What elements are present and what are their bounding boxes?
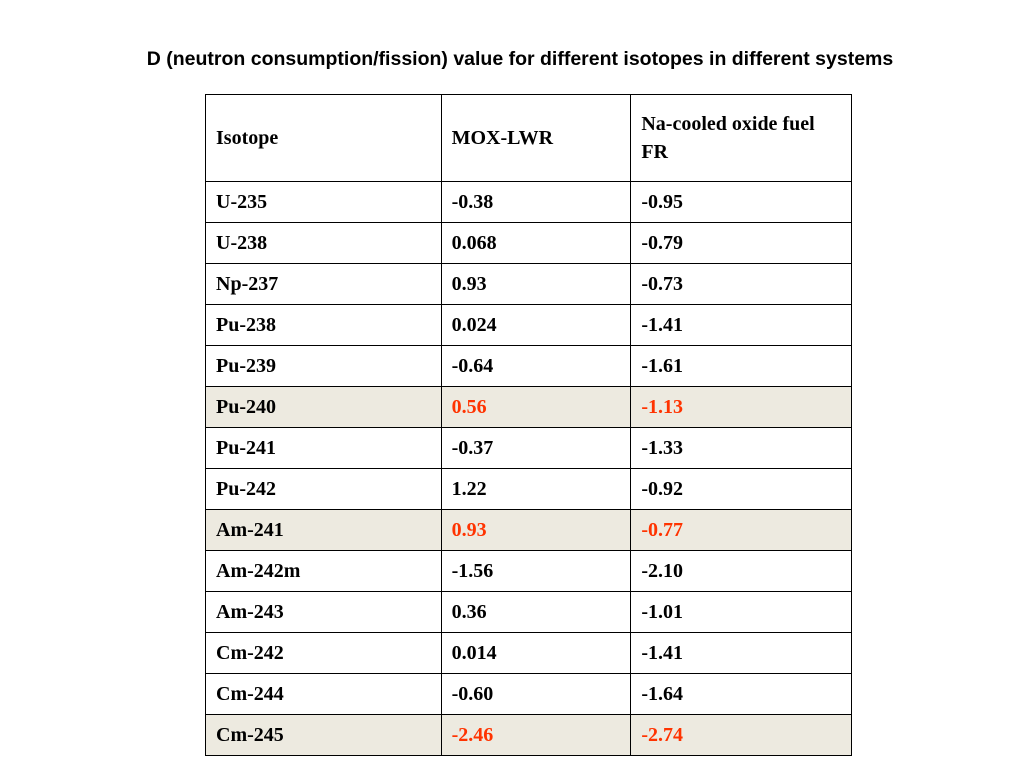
cell-na-fr: -1.64 [630, 673, 852, 715]
table-row: Cm-245 -2.46 -2.74 [205, 714, 852, 756]
cell-na-fr: -1.41 [630, 304, 852, 346]
cell-isotope: Pu-239 [205, 345, 442, 387]
table-row: Pu-241 -0.37 -1.33 [205, 427, 852, 469]
cell-na-fr: -2.74 [630, 714, 852, 756]
cell-mox-lwr: -0.37 [440, 427, 632, 469]
cell-na-fr: -0.73 [630, 263, 852, 305]
table-row: Pu-238 0.024 -1.41 [205, 304, 852, 346]
cell-isotope: Am-243 [205, 591, 442, 633]
cell-mox-lwr: -0.38 [440, 181, 632, 223]
table-row: U-235 -0.38 -0.95 [205, 181, 852, 223]
cell-na-fr: -1.01 [630, 591, 852, 633]
table-row: Am-242m -1.56 -2.10 [205, 550, 852, 592]
cell-isotope: Np-237 [205, 263, 442, 305]
header-na-fr: Na-cooled oxide fuel FR [630, 94, 852, 182]
cell-mox-lwr: 0.36 [440, 591, 632, 633]
cell-isotope: U-235 [205, 181, 442, 223]
cell-isotope: Cm-242 [205, 632, 442, 674]
cell-isotope: Cm-245 [205, 714, 442, 756]
cell-mox-lwr: 0.56 [440, 386, 632, 428]
table-row: Pu-239 -0.64 -1.61 [205, 345, 852, 387]
cell-mox-lwr: 0.068 [440, 222, 632, 264]
cell-mox-lwr: -1.56 [440, 550, 632, 592]
cell-mox-lwr: -2.46 [440, 714, 632, 756]
cell-isotope: Pu-241 [205, 427, 442, 469]
cell-mox-lwr: -0.60 [440, 673, 632, 715]
table-row: Pu-242 1.22 -0.92 [205, 468, 852, 510]
header-isotope: Isotope [205, 94, 442, 182]
cell-na-fr: -0.77 [630, 509, 852, 551]
table-row: U-238 0.068 -0.79 [205, 222, 852, 264]
cell-na-fr: -0.79 [630, 222, 852, 264]
table-row: Np-237 0.93 -0.73 [205, 263, 852, 305]
cell-isotope: Pu-240 [205, 386, 442, 428]
cell-isotope: Am-241 [205, 509, 442, 551]
table-row: Cm-242 0.014 -1.41 [205, 632, 852, 674]
table-row: Am-241 0.93 -0.77 [205, 509, 852, 551]
cell-mox-lwr: 0.024 [440, 304, 632, 346]
page-title: D (neutron consumption/fission) value fo… [146, 48, 894, 70]
header-mox-lwr: MOX-LWR [440, 94, 632, 182]
table-body: U-235 -0.38 -0.95 U-238 0.068 -0.79 Np-237 0.93… [205, 181, 852, 756]
cell-isotope: U-238 [205, 222, 442, 264]
table-header-row: Isotope MOX-LWR Na-cooled oxide fuel FR [205, 94, 852, 182]
cell-na-fr: -1.13 [630, 386, 852, 428]
table-row: Am-243 0.36 -1.01 [205, 591, 852, 633]
cell-isotope: Cm-244 [205, 673, 442, 715]
table-row: Cm-244 -0.60 -1.64 [205, 673, 852, 715]
cell-na-fr: -1.33 [630, 427, 852, 469]
cell-mox-lwr: 0.014 [440, 632, 632, 674]
cell-na-fr: -0.95 [630, 181, 852, 223]
cell-na-fr: -1.61 [630, 345, 852, 387]
cell-mox-lwr: 1.22 [440, 468, 632, 510]
cell-mox-lwr: 0.93 [440, 509, 632, 551]
cell-isotope: Pu-238 [205, 304, 442, 346]
cell-mox-lwr: 0.93 [440, 263, 632, 305]
cell-isotope: Pu-242 [205, 468, 442, 510]
cell-na-fr: -2.10 [630, 550, 852, 592]
cell-isotope: Am-242m [205, 550, 442, 592]
cell-na-fr: -1.41 [630, 632, 852, 674]
isotope-table: Isotope MOX-LWR Na-cooled oxide fuel FR … [205, 94, 852, 756]
cell-na-fr: -0.92 [630, 468, 852, 510]
table-row: Pu-240 0.56 -1.13 [205, 386, 852, 428]
cell-mox-lwr: -0.64 [440, 345, 632, 387]
